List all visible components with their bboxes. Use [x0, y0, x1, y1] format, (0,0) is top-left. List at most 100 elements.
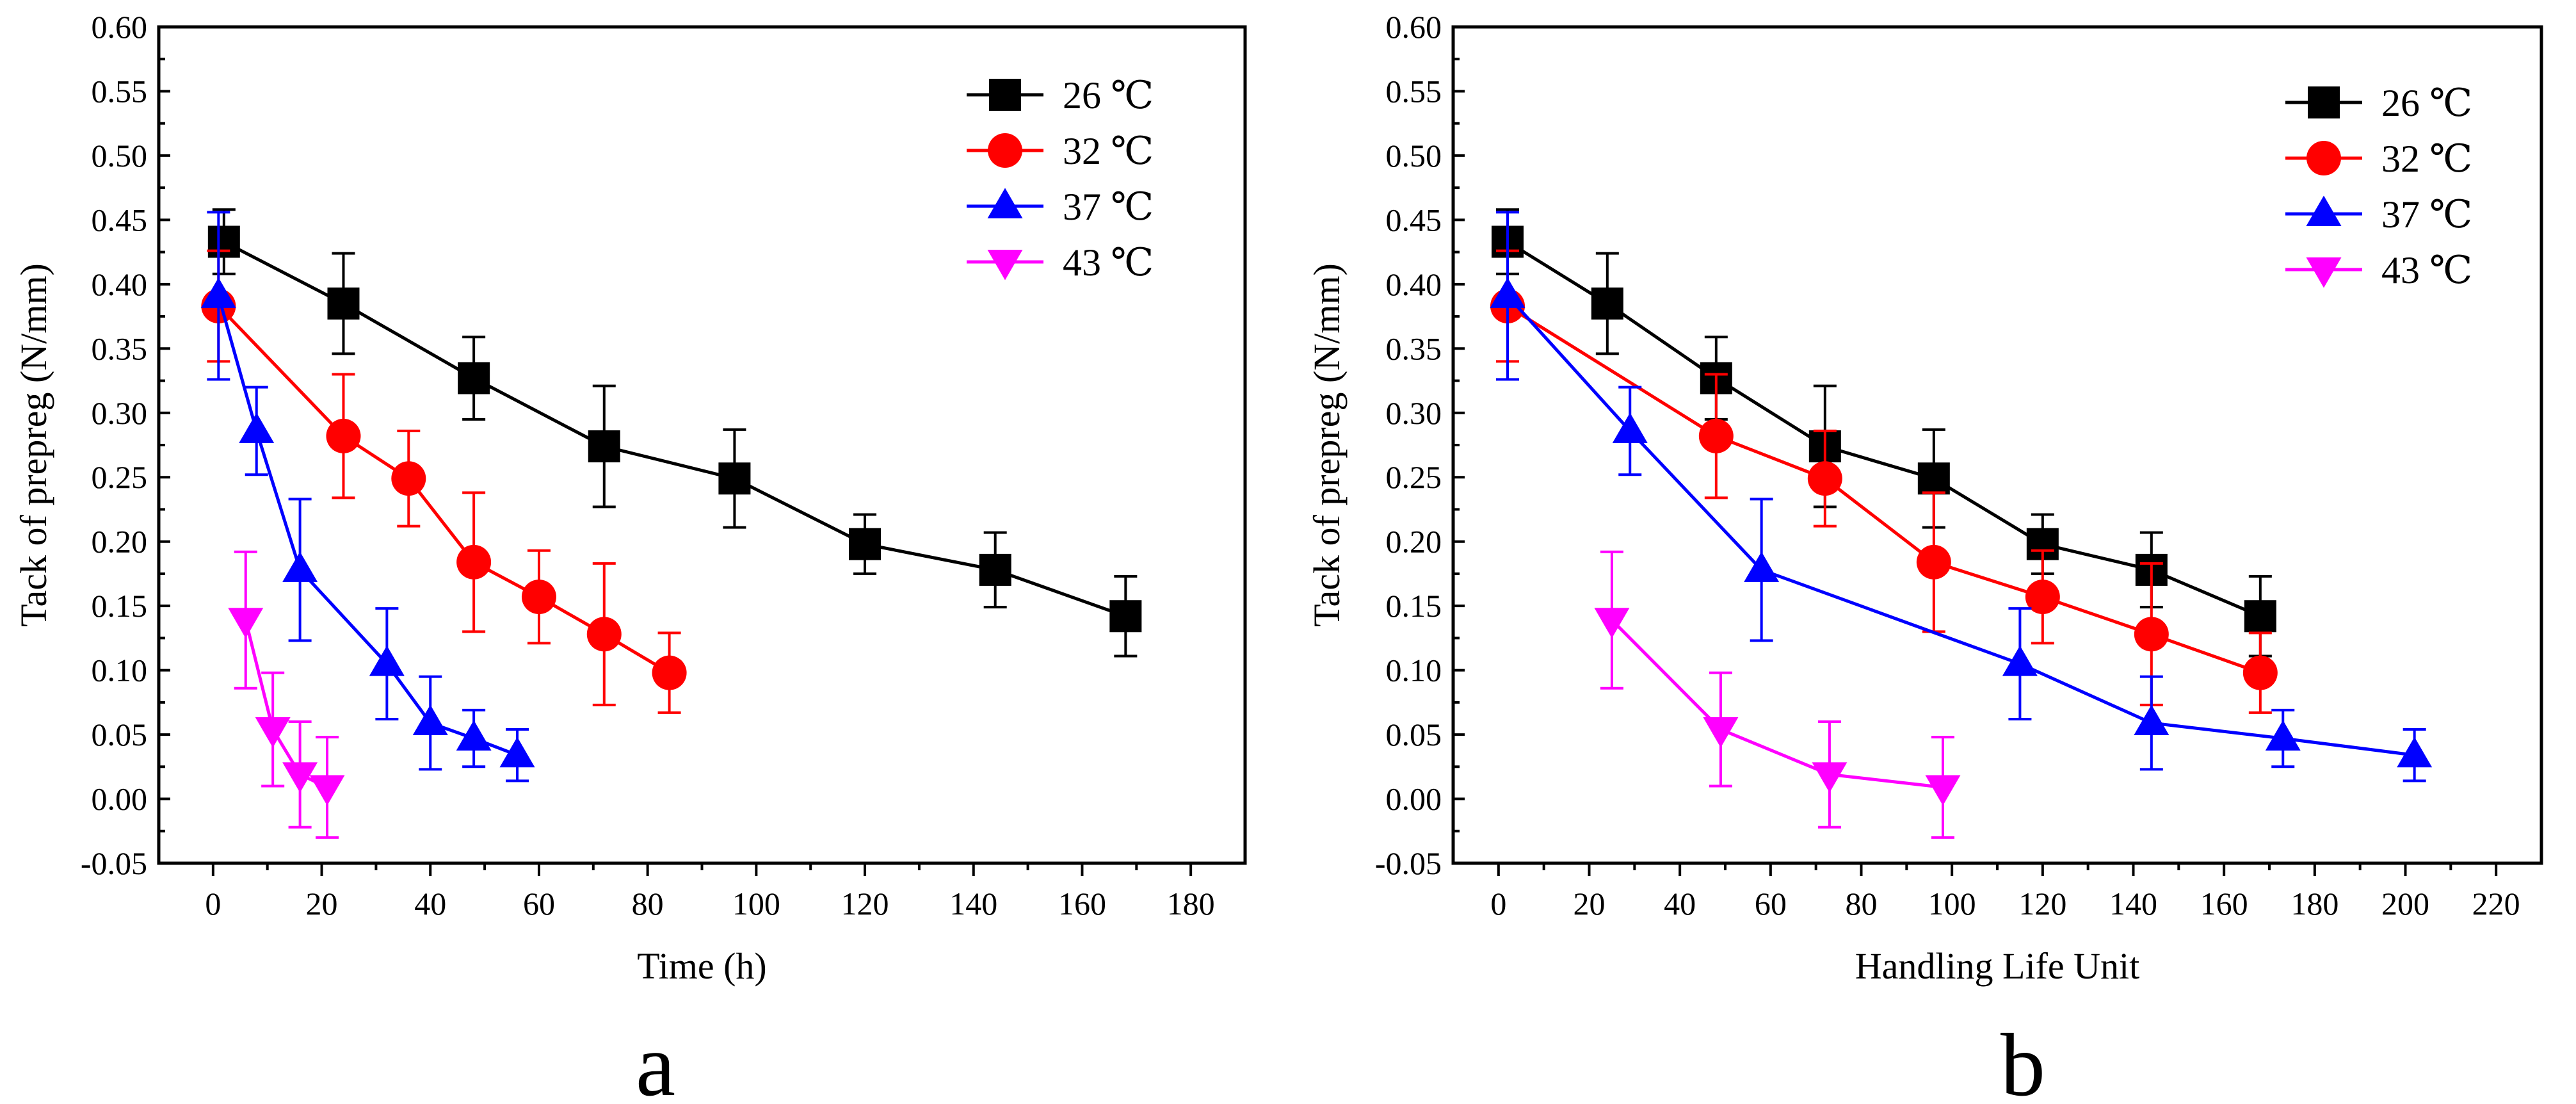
- data-point: [282, 762, 318, 793]
- x-tick-label: 40: [414, 886, 446, 921]
- legend-marker: [989, 79, 1021, 111]
- data-point: [2244, 600, 2276, 633]
- data-point: [1612, 412, 1648, 443]
- y-tick-label: 0.15: [1386, 588, 1442, 624]
- legend-label: 32 ℃: [1063, 130, 1154, 172]
- panel-b: -0.05 0.00 0.05 0.10 0.15 0.20 0.25 0.30 0.35 0.4…: [1306, 9, 2543, 1104]
- data-point: [1807, 461, 1842, 496]
- x-tick-label: 140: [2109, 886, 2157, 921]
- legend: 26 ℃ 32 ℃ 37 ℃ 43 ℃: [967, 74, 1154, 284]
- legend-label: 37 ℃: [2381, 193, 2472, 236]
- legend-label: 32 ℃: [2381, 138, 2472, 180]
- y-tick-label: 0.45: [92, 202, 148, 238]
- legend-marker: [987, 250, 1023, 280]
- y-tick-label: 0.45: [1386, 202, 1442, 238]
- data-point: [2134, 617, 2169, 652]
- y-tick-label: 0.15: [92, 588, 148, 624]
- panel-label: b: [2000, 1016, 2045, 1104]
- data-point: [369, 645, 405, 676]
- data-point: [2025, 580, 2060, 615]
- data-point: [326, 418, 361, 453]
- data-point: [282, 551, 318, 582]
- x-tick-label: 100: [1928, 886, 1976, 921]
- x-tick-label: 20: [306, 886, 338, 921]
- x-tick-label: 140: [949, 886, 997, 921]
- y-tick-label: 0.10: [92, 653, 148, 688]
- x-tick-label: 40: [1664, 886, 1696, 921]
- x-tick-label: 0: [1490, 886, 1506, 921]
- data-point: [456, 720, 492, 751]
- legend-label: 43 ℃: [2381, 249, 2472, 291]
- x-tick-label: 180: [1167, 886, 1215, 921]
- data-point: [1916, 544, 1951, 580]
- data-point: [456, 544, 492, 580]
- y-tick-label: 0.55: [92, 73, 148, 109]
- y-tick-label: 0.30: [92, 395, 148, 431]
- y-axis-title: Tack of prepreg (N/mm): [1306, 263, 1348, 627]
- series-2: [1490, 211, 2433, 783]
- y-tick-label: 0.00: [92, 781, 148, 817]
- data-point: [412, 704, 448, 735]
- y-tick-label: 0.10: [1386, 653, 1442, 688]
- legend-marker: [2306, 257, 2342, 288]
- x-tick-label: 180: [2290, 886, 2339, 921]
- y-tick-label: 0.00: [1386, 781, 1442, 817]
- legend-marker: [2306, 141, 2341, 175]
- data-point: [2242, 655, 2278, 690]
- legend-marker: [988, 133, 1022, 168]
- data-point: [588, 430, 620, 463]
- x-tick-label: 200: [2381, 886, 2429, 921]
- legend-label: 37 ℃: [1063, 186, 1154, 228]
- legend-label: 43 ℃: [1063, 241, 1154, 284]
- data-point: [718, 462, 751, 495]
- x-tick-label: 80: [632, 886, 664, 921]
- series-3: [1594, 550, 1961, 839]
- series-line: [223, 240, 1127, 618]
- data-point: [207, 225, 240, 258]
- y-tick-label: 0.60: [92, 9, 148, 45]
- series-3: [228, 550, 345, 839]
- legend-marker: [2308, 86, 2340, 118]
- x-tick-label: 100: [732, 886, 780, 921]
- y-tick-label: 0.35: [92, 330, 148, 366]
- y-tick-label: 0.20: [92, 524, 148, 560]
- y-tick-label: 0.30: [1386, 395, 1442, 431]
- x-tick-label: 60: [1755, 886, 1787, 921]
- data-point: [239, 412, 275, 443]
- y-tick-label: 0.60: [1386, 9, 1442, 45]
- y-tick-label: -0.05: [81, 845, 147, 881]
- x-tick-label: 60: [523, 886, 555, 921]
- data-point: [228, 608, 264, 638]
- x-tick-label: 120: [841, 886, 889, 921]
- data-point: [1744, 551, 1780, 582]
- x-tick-label: 80: [1846, 886, 1878, 921]
- data-point: [327, 287, 360, 320]
- series-2: [200, 211, 535, 783]
- data-point: [1925, 775, 1961, 806]
- x-axis-title: Handling Life Unit: [1855, 945, 2140, 987]
- legend-marker: [987, 188, 1023, 218]
- data-point: [1591, 287, 1623, 320]
- data-point: [1594, 608, 1630, 638]
- y-tick-label: 0.25: [92, 459, 148, 495]
- legend: 26 ℃ 32 ℃ 37 ℃ 43 ℃: [2285, 82, 2472, 291]
- data-point: [521, 580, 556, 615]
- y-tick-label: 0.50: [92, 138, 148, 174]
- data-point: [499, 736, 535, 768]
- x-axis-title: Time (h): [637, 945, 767, 987]
- y-tick-label: 0.40: [92, 266, 148, 302]
- y-tick-label: 0.35: [1386, 330, 1442, 366]
- series-line: [1506, 295, 2415, 757]
- data-point: [1490, 277, 1525, 308]
- series-0: [1492, 208, 2276, 658]
- legend-label: 26 ℃: [2381, 82, 2472, 124]
- data-point: [2265, 720, 2301, 751]
- x-tick-label: 120: [2018, 886, 2066, 921]
- y-axis-title: Tack of prepreg (N/mm): [13, 263, 54, 627]
- panel-a: -0.05 0.00 0.05 0.10 0.15 0.20 0.25 0.30 0.35 0.4…: [13, 9, 1247, 1104]
- y-tick-label: 0.40: [1386, 266, 1442, 302]
- y-tick-label: -0.05: [1375, 845, 1442, 881]
- data-point: [849, 528, 881, 560]
- x-tick-label: 20: [1574, 886, 1606, 921]
